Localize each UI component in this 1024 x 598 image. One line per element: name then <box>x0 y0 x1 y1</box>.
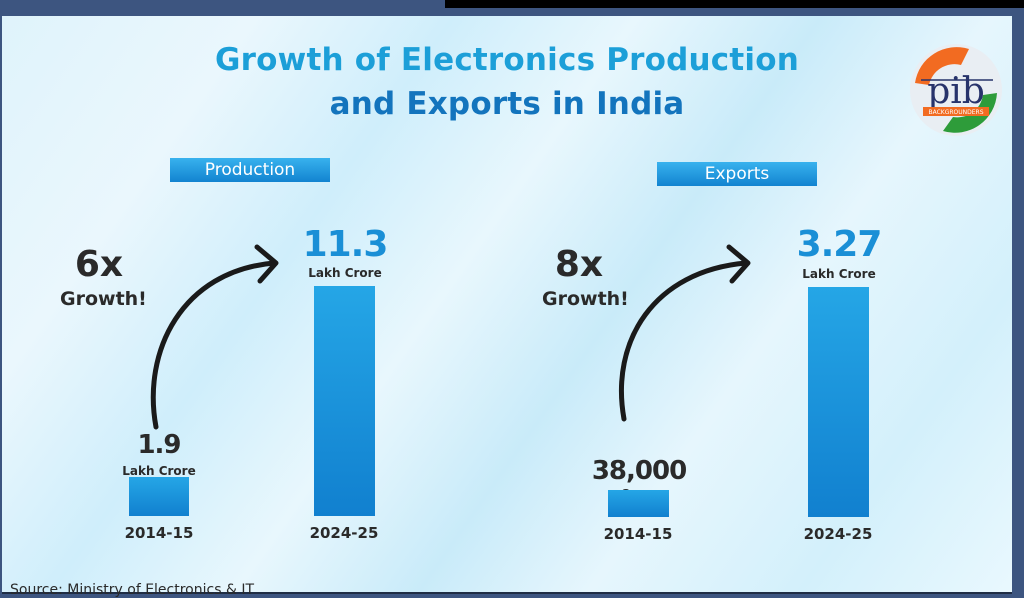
source-note: Source: Ministry of Electronics & IT <box>10 582 255 598</box>
production-growth-multiplier: 6x <box>74 244 124 285</box>
window-top-bar <box>445 0 1024 8</box>
infographic-panel: Growth of Electronics Production and Exp… <box>2 16 1012 598</box>
production-unit-2024: Lakh Crore <box>308 266 382 280</box>
exports-bar-2014-15 <box>608 490 669 517</box>
production-bar-2014-15 <box>129 477 189 516</box>
exports-growth-text: Growth! <box>542 288 629 310</box>
exports-growth-arrow-icon <box>618 244 751 422</box>
production-unit-2014: Lakh Crore <box>122 464 196 478</box>
production-growth-text: Growth! <box>60 288 147 310</box>
svg-text:pib: pib <box>927 71 985 112</box>
production-bar-2024-25 <box>314 286 375 516</box>
exports-xlabel-2014-15: 2014-15 <box>603 525 673 543</box>
title-line-1: Growth of Electronics Production <box>214 42 799 78</box>
exports-growth-multiplier: 8x <box>554 244 604 285</box>
svg-text:BACKGROUNDERS: BACKGROUNDERS <box>928 109 983 116</box>
exports-xlabel-2024-25: 2024-25 <box>803 525 873 543</box>
production-growth-arrow-icon <box>150 244 279 430</box>
production-value-2024: 11.3 <box>302 224 389 265</box>
exports-section-label: Exports <box>657 162 817 186</box>
exports-unit-2024: Lakh Crore <box>802 267 876 281</box>
pib-logo-icon: pib BACKGROUNDERS <box>910 44 1002 136</box>
production-xlabel-2024-25: 2024-25 <box>309 524 379 542</box>
production-section-label: Production <box>170 158 330 182</box>
title-line-2: and Exports in India <box>329 86 685 122</box>
exports-value-2014: 38,000 <box>591 456 687 486</box>
exports-value-2024: 3.27 <box>796 224 883 265</box>
exports-bar-2024-25 <box>808 287 869 517</box>
production-value-2014: 1.9 <box>137 430 181 460</box>
production-xlabel-2014-15: 2014-15 <box>124 524 194 542</box>
